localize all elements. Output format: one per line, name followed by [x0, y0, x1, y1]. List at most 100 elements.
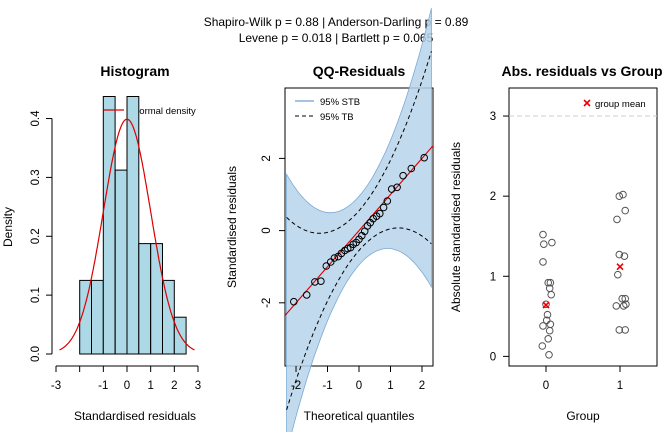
- qq-x-tick-label: -2: [291, 380, 301, 392]
- qq-title: QQ-Residuals: [313, 63, 406, 79]
- abs-residuals-y-axis-label: Absolute standardised residuals: [449, 142, 463, 312]
- abs-residuals-x-tick-label: 0: [543, 380, 549, 392]
- group-0-point: [547, 290, 556, 299]
- histogram-bar-5: [126, 96, 140, 355]
- abs-residuals-panel: Abs. residuals vs Group Group Absolute s…: [449, 63, 663, 423]
- group-0-point: [545, 351, 553, 359]
- histogram-y-tick-label: 0.1: [30, 287, 42, 303]
- abs-residuals-x-tick-label: 1: [617, 380, 623, 392]
- group-1-point: [618, 294, 627, 303]
- qq-point: [420, 153, 429, 162]
- abs-residuals-y-tick-label: 1: [490, 271, 496, 283]
- group-0-point: [542, 316, 551, 325]
- qq-reference-line: [284, 145, 434, 316]
- histogram-x-tick-label: 3: [195, 380, 201, 392]
- supertitle-line-1: Shapiro-Wilk p = 0.88 | Anderson-Darling…: [204, 15, 469, 29]
- qq-point: [290, 297, 298, 306]
- group-0-point: [540, 240, 548, 248]
- normal-density-curve: [59, 118, 195, 351]
- group-1-point: [620, 252, 629, 261]
- histogram-y-tick-label: 0.0: [30, 346, 42, 362]
- histogram-panel: Histogram Standardised residuals Density…: [1, 63, 201, 423]
- group-1-point: [621, 206, 630, 215]
- qq-point: [399, 171, 407, 180]
- abs-residuals-title: Abs. residuals vs Group: [501, 63, 662, 79]
- group-0-point: [539, 258, 547, 266]
- qq-legend-label-tb: 95% TB: [320, 112, 354, 123]
- group-0-point: [544, 335, 553, 343]
- group-0-point: [539, 230, 547, 239]
- qq-point: [393, 183, 401, 192]
- group-1-point: [615, 326, 624, 334]
- histogram-y-tick-label: 0.4: [30, 110, 42, 127]
- abs-residuals-x-axis-label: Group: [566, 409, 600, 423]
- qq-point: [379, 203, 388, 212]
- group-1-point: [619, 190, 627, 199]
- qq-point: [407, 164, 416, 173]
- group-1-point: [613, 215, 621, 224]
- group-0-point: [546, 278, 555, 287]
- group-1-point: [615, 250, 624, 259]
- qq-y-tick-label: -2: [261, 298, 273, 308]
- group-0-point: [546, 320, 555, 329]
- qq-y-tick-label: 2: [261, 155, 273, 161]
- abs-residuals-y-tick-label: 2: [490, 191, 496, 203]
- qq-x-tick-label: 2: [419, 380, 425, 392]
- group-0-point: [548, 238, 556, 247]
- qq-x-tick-label: 0: [356, 380, 362, 392]
- histogram-x-tick-label: -1: [98, 380, 108, 392]
- qq-y-tick-label: 0: [261, 227, 273, 233]
- histogram-bar-4: [114, 169, 128, 355]
- qq-stb-band: [286, 8, 432, 437]
- qq-point: [317, 277, 325, 286]
- group-1-point: [621, 294, 630, 303]
- abs-residuals-plot-frame: [508, 87, 658, 367]
- group-1-point: [621, 326, 630, 334]
- qq-point: [387, 185, 396, 193]
- group-1-point: [614, 270, 622, 279]
- supertitle-line-2: Levene p = 0.018 | Bartlett p = 0.065: [239, 31, 434, 45]
- histogram-legend-label: normal density: [134, 106, 196, 117]
- histogram-x-tick-label: 0: [124, 380, 130, 392]
- qq-x-tick-label: -1: [322, 380, 332, 392]
- histogram-bar-3: [102, 96, 116, 355]
- histogram-title: Histogram: [100, 63, 169, 79]
- qq-panel: QQ-Residuals Theoretical quantiles Stand…: [225, 8, 434, 437]
- histogram-x-axis-label: Standardised residuals: [74, 409, 196, 423]
- histogram-x-tick-label: 2: [171, 380, 177, 392]
- histogram-bar-6: [138, 243, 152, 355]
- group-1-point: [619, 302, 628, 310]
- group-1-point: [622, 300, 630, 309]
- qq-y-axis-label: Standardised residuals: [225, 166, 239, 288]
- histogram-y-tick-label: 0.3: [30, 169, 42, 185]
- qq-tb-band-lower: [286, 227, 432, 411]
- qq-x-axis-label: Theoretical quantiles: [304, 409, 415, 423]
- histogram-bar-7: [150, 243, 163, 355]
- histogram-x-tick-label: 1: [147, 380, 153, 392]
- qq-point: [376, 209, 384, 218]
- qq-legend-label-stb: 95% STB: [320, 97, 360, 108]
- qq-tb-band-upper: [286, 51, 432, 234]
- group-0-point: [538, 342, 547, 350]
- qq-point: [330, 254, 339, 262]
- abs-residuals-y-tick-label: 0: [490, 351, 496, 363]
- group-1-point: [612, 302, 621, 310]
- group-0-point: [544, 278, 553, 287]
- group-0-point: [539, 322, 547, 330]
- abs-residuals-legend-marker: [583, 99, 591, 107]
- group-0-mean-marker: [542, 301, 550, 309]
- qq-x-tick-label: 1: [387, 380, 393, 392]
- histogram-y-axis-label: Density: [1, 207, 15, 247]
- histogram-x-tick-label: -3: [51, 380, 61, 392]
- qq-point: [322, 262, 331, 270]
- abs-residuals-legend-label: group mean: [595, 99, 646, 110]
- qq-point: [302, 291, 311, 299]
- histogram-y-tick-label: 0.2: [30, 228, 42, 244]
- group-0-point: [542, 300, 550, 309]
- group-0-point: [545, 284, 554, 293]
- histogram-bar-2: [91, 279, 104, 355]
- abs-residuals-y-tick-label: 3: [490, 111, 496, 123]
- group-0-point: [543, 310, 552, 319]
